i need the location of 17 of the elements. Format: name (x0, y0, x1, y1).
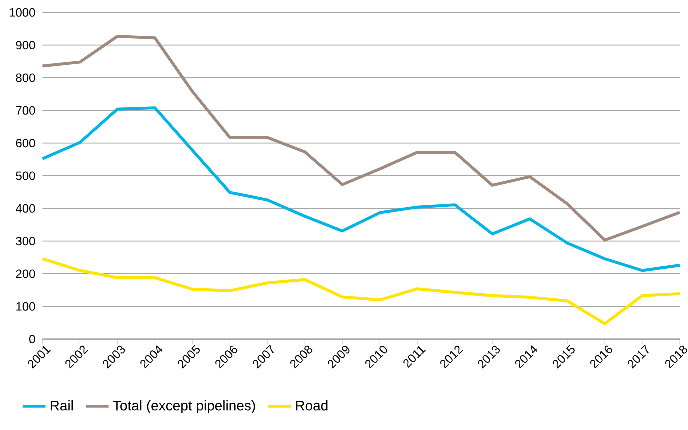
y-tick-label: 100 (16, 302, 36, 311)
legend-label: Rail (50, 400, 73, 411)
legend-label: Total (except pipelines) (113, 400, 256, 414)
y-tick-label: 800 (16, 74, 36, 82)
legend-label: Road (296, 400, 328, 411)
y-tick-label: 400 (16, 204, 36, 213)
y-tick-label: 1000 (10, 8, 36, 17)
y-tick-label: 200 (16, 270, 36, 278)
line-series (41, 35, 682, 242)
line-series (41, 258, 682, 326)
y-tick-label: 300 (16, 237, 36, 246)
y-tick-label: 0 (30, 335, 36, 344)
y-tick-label: 700 (16, 106, 36, 115)
y-tick-label: 900 (16, 41, 36, 50)
y-tick-label: 600 (16, 139, 36, 148)
y-tick-label: 500 (16, 172, 36, 180)
line-series (41, 106, 682, 272)
